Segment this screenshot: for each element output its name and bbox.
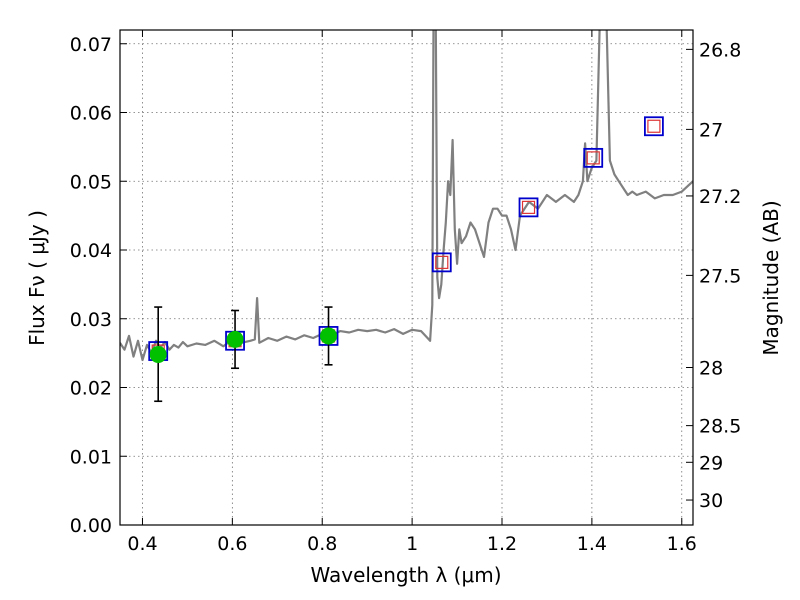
y-axis: 0.00 0.01 0.02 0.03 0.04 0.05 0.06 0.07 — [70, 34, 127, 537]
mag-tick-label: 27 — [699, 119, 723, 141]
plot-frame — [119, 29, 694, 526]
grid-lines — [120, 30, 693, 526]
x-tick-label: 0.8 — [307, 533, 337, 555]
spectrum-layer — [120, 30, 693, 362]
y-tick-label: 0.01 — [70, 446, 112, 468]
x-tick-label: 1.6 — [667, 533, 697, 555]
y-tick-label: 0.07 — [70, 34, 112, 56]
x-tick-label: 1.4 — [577, 533, 607, 555]
mag-tick-label: 29 — [699, 452, 723, 474]
y-axis-title: Flux Fν ( μJy ) — [25, 210, 49, 346]
mag-tick-label: 28.5 — [699, 416, 741, 438]
y-tick-label: 0.04 — [70, 240, 112, 262]
x-axis-title: Wavelength λ (μm) — [310, 563, 501, 587]
y-tick-label: 0.02 — [70, 378, 112, 400]
model-point-inner — [521, 200, 536, 214]
y-tick-label: 0.03 — [70, 309, 112, 331]
model-point-inner — [647, 119, 661, 133]
observed-point — [226, 330, 244, 348]
observed-point — [320, 327, 338, 345]
spectrum-line — [120, 30, 693, 362]
mag-tick-label: 26.8 — [699, 39, 741, 61]
x-tick-label: 1 — [406, 533, 418, 555]
mag-tick-label: 30 — [699, 490, 723, 512]
y-tick-label: 0.00 — [70, 515, 112, 537]
model-point-inner — [586, 151, 600, 165]
mag-tick-label: 27.5 — [699, 265, 741, 287]
points-layer — [148, 116, 664, 403]
x-tick-label: 0.4 — [127, 533, 157, 555]
model-point — [583, 147, 604, 168]
x-tick-label: 1.2 — [487, 533, 517, 555]
x-axis: 0.4 0.6 0.8 1 1.2 1.4 1.6 — [127, 30, 697, 555]
model-point — [518, 197, 539, 218]
mag-tick-label: 28 — [699, 358, 723, 380]
y-tick-label: 0.06 — [70, 103, 112, 125]
mag-tick-label: 27.2 — [699, 186, 741, 208]
model-point — [431, 252, 452, 273]
y2-axis-title: Magnitude (AB) — [759, 200, 783, 355]
model-point-inner — [435, 255, 449, 269]
magnitude-axis: 26.8 27 27.2 27.5 28 28.5 29 30 — [686, 39, 741, 512]
y-tick-label: 0.05 — [70, 171, 112, 193]
observed-point — [149, 346, 167, 363]
x-tick-label: 0.6 — [217, 533, 247, 555]
model-point — [644, 116, 664, 137]
